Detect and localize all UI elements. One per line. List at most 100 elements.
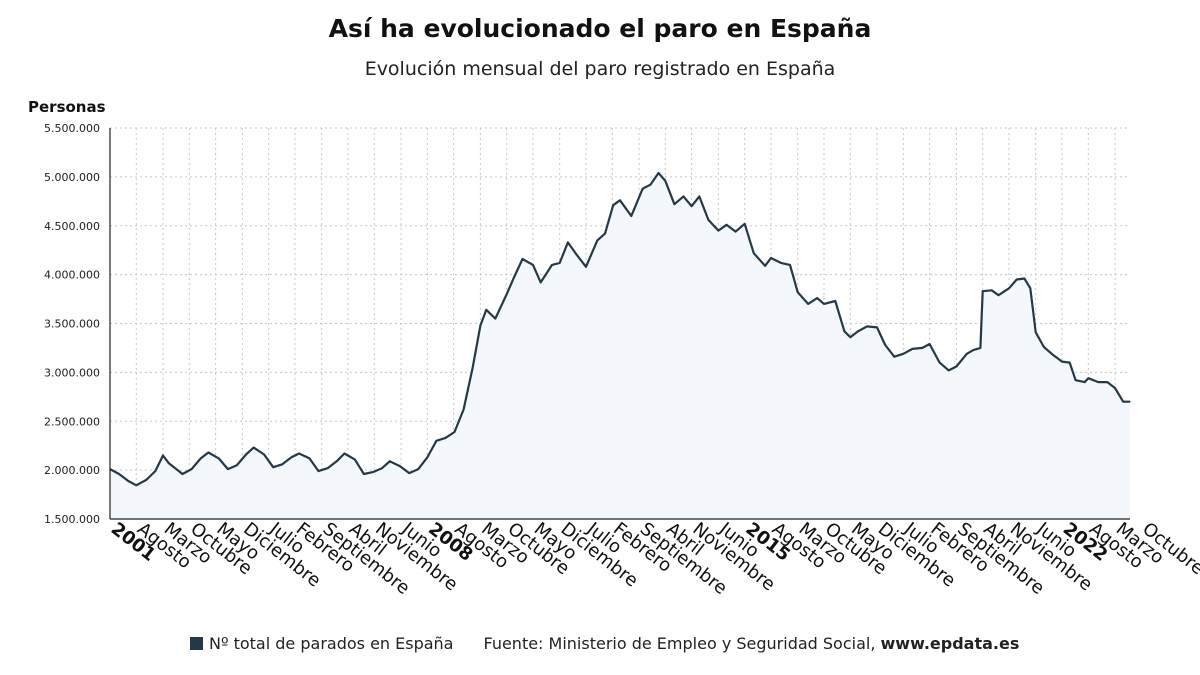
data-point	[308, 457, 311, 459]
data-point	[673, 203, 676, 205]
data-point	[1023, 277, 1025, 280]
data-point	[1008, 287, 1010, 289]
data-point	[162, 454, 164, 457]
data-point	[619, 199, 621, 201]
data-point	[453, 431, 456, 433]
data-point	[1016, 278, 1018, 281]
data-point	[227, 468, 229, 470]
data-point	[1114, 387, 1116, 389]
data-point	[929, 343, 931, 345]
data-point	[472, 366, 474, 369]
data-point	[902, 353, 904, 355]
data-point	[354, 458, 356, 460]
data-point	[955, 365, 957, 368]
source-text: Fuente: Ministerio de Empleo y Seguridad…	[483, 634, 876, 653]
data-point	[664, 180, 666, 182]
data-point	[417, 468, 419, 470]
data-point	[735, 231, 737, 233]
y-tick-label: 4.500.000	[44, 220, 100, 233]
data-point	[1084, 381, 1086, 383]
data-point	[973, 349, 975, 351]
data-point	[797, 291, 799, 293]
data-point	[485, 309, 487, 311]
data-point	[649, 184, 651, 186]
data-point	[154, 470, 156, 472]
data-point	[707, 219, 710, 221]
series-area-fill	[110, 173, 1130, 519]
legend: Nº total de parados en España Fuente: Min…	[190, 634, 1019, 653]
data-point	[408, 472, 410, 474]
data-point	[1097, 381, 1099, 383]
data-point	[512, 277, 515, 280]
data-point	[753, 252, 755, 254]
data-point	[630, 215, 632, 217]
y-tick-label: 4.000.000	[44, 269, 100, 282]
data-point	[876, 326, 878, 329]
data-point	[559, 262, 561, 264]
data-point	[567, 241, 569, 243]
data-point	[191, 468, 193, 470]
y-tick-label: 1.500.000	[44, 513, 100, 526]
x-tick-labels: 2001AgostoMarzoOctubreMayoDiciembreJulio…	[107, 518, 1200, 599]
data-point	[336, 460, 338, 462]
data-point	[982, 290, 984, 292]
data-point	[857, 330, 859, 332]
data-point	[479, 324, 481, 327]
data-point	[540, 281, 542, 284]
data-point	[463, 408, 465, 411]
data-point	[145, 479, 147, 481]
data-point	[532, 264, 534, 266]
data-point	[207, 451, 209, 454]
data-point	[298, 452, 300, 455]
data-point	[691, 205, 693, 207]
data-point	[521, 258, 524, 260]
data-point	[612, 204, 614, 206]
data-point	[389, 460, 391, 462]
area-layer	[109, 171, 1131, 519]
data-point	[698, 195, 700, 198]
data-point	[118, 473, 120, 475]
data-point	[816, 297, 818, 299]
data-point	[1122, 401, 1124, 403]
data-point	[281, 463, 283, 465]
data-point	[290, 456, 292, 459]
data-point	[1069, 362, 1071, 364]
y-tick-label: 5.000.000	[44, 171, 100, 184]
data-point	[585, 266, 587, 268]
y-tick-label: 2.000.000	[44, 464, 100, 477]
data-point	[1061, 361, 1063, 363]
data-point	[168, 462, 170, 464]
data-point	[966, 353, 968, 355]
data-point	[911, 348, 914, 350]
data-point	[1035, 331, 1037, 333]
data-point	[494, 318, 496, 320]
data-point	[596, 239, 598, 242]
data-point	[991, 289, 993, 291]
data-point	[372, 471, 374, 473]
data-point	[642, 188, 644, 190]
data-point	[807, 303, 809, 305]
data-point	[682, 195, 685, 198]
data-point	[893, 356, 895, 358]
data-point	[604, 232, 606, 235]
data-point	[866, 325, 868, 328]
y-tick-label: 5.500.000	[44, 122, 100, 135]
data-point	[272, 466, 274, 468]
data-point	[823, 303, 825, 305]
data-point	[744, 223, 746, 225]
data-point	[834, 300, 836, 302]
data-point	[317, 470, 320, 472]
data-point	[399, 465, 401, 467]
chart-title: Así ha evolucionado el paro en España	[328, 14, 872, 43]
data-point	[1087, 377, 1089, 379]
axes	[109, 128, 1130, 520]
data-point	[181, 473, 184, 475]
chart-subtitle: Evolución mensual del paro registrado en…	[364, 58, 836, 80]
data-point	[327, 467, 329, 469]
data-point	[1106, 381, 1108, 383]
data-point	[435, 440, 437, 442]
data-point	[780, 262, 782, 264]
data-point	[725, 224, 728, 226]
data-point	[236, 464, 238, 466]
